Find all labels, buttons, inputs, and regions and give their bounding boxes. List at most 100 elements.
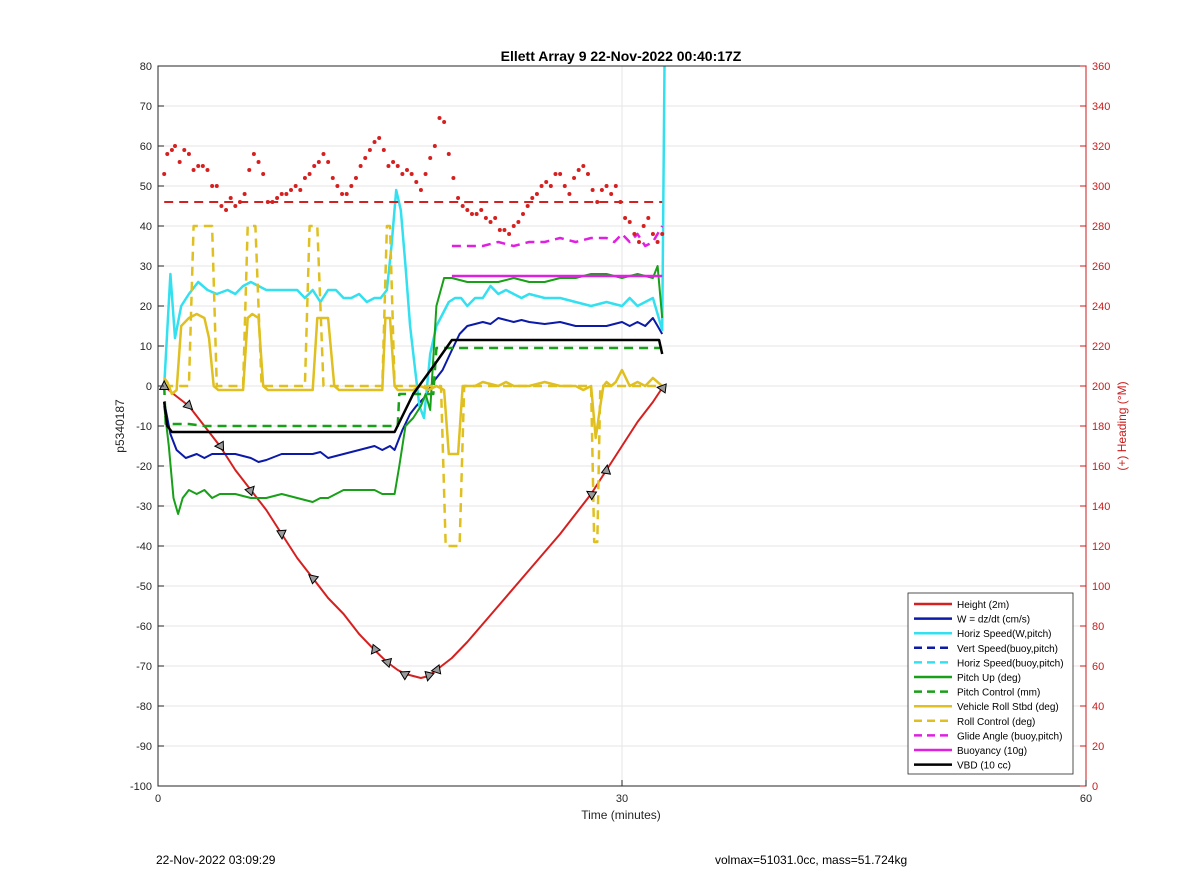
heading-point [265,200,270,204]
y-tick-label: -90 [136,741,152,753]
legend-label: VBD (10 cc) [957,761,1011,772]
heading-point [349,184,354,188]
heading-point [233,204,238,208]
heading-point [660,232,665,236]
heading-point [428,156,433,160]
depth-marker [399,670,411,681]
heading-point [595,200,600,204]
depth-marker [182,399,194,411]
heading-point [558,172,563,176]
series-line-0 [163,385,664,679]
heading-point [228,196,233,200]
heading-point [358,164,363,168]
heading-point [405,168,410,172]
y2-tick-label: 80 [1092,621,1104,633]
series-line-9 [162,338,664,434]
series-line-3 [163,265,664,515]
heading-point [247,168,252,172]
heading-point [400,172,405,176]
heading-point [650,232,655,236]
heading-point [237,200,242,204]
y-tick-label: 80 [140,61,152,73]
heading-point [326,160,331,164]
heading-point [567,192,572,196]
heading-point [637,240,642,244]
heading-point [205,168,210,172]
heading-point [363,156,368,160]
heading-point [165,152,170,156]
y2-tick-label: 140 [1092,501,1110,513]
heading-point [256,160,261,164]
depth-marker [308,574,320,585]
legend-label: Horiz Speed(W,pitch) [957,629,1051,640]
heading-point [284,192,289,196]
y2-tick-label: 340 [1092,101,1110,113]
heading-point [525,204,530,208]
heading-point [353,176,358,180]
heading-point [279,192,284,196]
heading-point [377,136,382,140]
heading-point [530,196,535,200]
legend: Height (2m) W = dz/dt (cm/s) Horiz Speed(W… [907,592,1074,775]
heading-point [316,160,321,164]
heading-point [465,208,470,212]
series-line-2 [162,65,666,420]
heading-point [627,220,632,224]
y2-tick-label: 100 [1092,581,1110,593]
legend-label: W = dz/dt (cm/s) [957,615,1030,626]
x-tick-label: 30 [616,793,628,805]
legend-label: Buoyancy (10g) [957,746,1027,757]
heading-point [511,224,516,228]
heading-point [479,208,484,212]
heading-point [437,116,442,120]
y-tick-label: -40 [136,541,152,553]
heading-point [576,168,581,172]
heading-point [544,180,549,184]
heading-point [641,224,646,228]
heading-point [372,140,377,144]
heading-point [442,120,447,124]
heading-point [613,184,618,188]
heading-point [275,196,280,200]
heading-point [298,188,303,192]
heading-point [604,184,609,188]
heading-point [293,184,298,188]
y2-tick-label: 240 [1092,301,1110,313]
depth-marker [276,529,287,541]
depth-marker [381,657,393,669]
y-tick-label: -30 [136,501,152,513]
heading-point [488,220,493,224]
heading-point [572,176,577,180]
y2-tick-label: 180 [1092,421,1110,433]
heading-point [251,152,256,156]
heading-point [191,168,196,172]
heading-point [502,228,507,232]
footer-timestamp: 22-Nov-2022 03:09:29 [156,853,276,867]
heading-point [585,172,590,176]
series-line-6 [164,224,663,548]
y2-tick-label: 60 [1092,661,1104,673]
heading-point [655,240,660,244]
heading-point [344,192,349,196]
heading-point [270,200,275,204]
heading-point [414,180,419,184]
depth-marker [424,670,435,682]
legend-label: Pitch Up (deg) [957,673,1021,684]
y2-tick-label: 120 [1092,541,1110,553]
legend-label: Roll Control (deg) [957,717,1035,728]
heading-point [182,148,187,152]
depth-marker [600,464,612,475]
heading-point [418,188,423,192]
heading-point [321,152,326,156]
heading-point [242,192,247,196]
heading-point [395,164,400,168]
legend-label: Vert Speed(buoy,pitch) [957,644,1058,655]
heading-point [302,176,307,180]
depth-marker [244,485,255,497]
depth-marker [656,383,667,394]
y-tick-label: 50 [140,181,152,193]
heading-point [534,192,539,196]
y-tick-label: 60 [140,141,152,153]
legend-label: Vehicle Roll Stbd (deg) [957,702,1059,713]
legend-label: Horiz Speed(buoy,pitch) [957,658,1064,669]
